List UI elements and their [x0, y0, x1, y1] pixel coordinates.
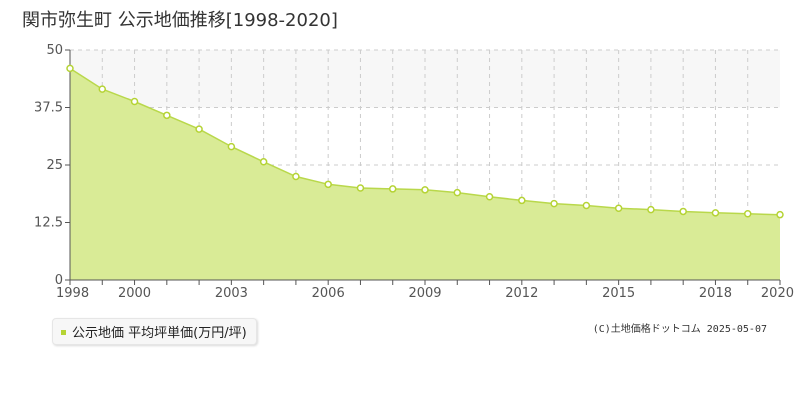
data-point	[292, 172, 300, 181]
data-point	[582, 201, 591, 210]
data-point	[518, 196, 526, 205]
data-point	[66, 64, 74, 73]
x-tick-label: 2003	[215, 286, 248, 301]
data-point	[550, 199, 558, 208]
data-point	[163, 111, 171, 120]
data-point	[130, 97, 139, 106]
x-tick-label: 2015	[602, 286, 635, 301]
x-tick-label: 2020	[761, 286, 794, 301]
data-point	[324, 180, 332, 189]
y-tick-label: 0	[55, 273, 63, 288]
data-point	[647, 205, 655, 214]
data-point	[711, 209, 720, 217]
x-tick-label: 2000	[118, 286, 151, 301]
data-point	[743, 210, 752, 218]
data-point	[485, 192, 494, 201]
x-tick-label: 2018	[699, 286, 732, 301]
data-point	[356, 184, 365, 192]
y-tick-label: 25	[46, 158, 63, 173]
legend: 公示地価 平均坪単価(万円/坪)	[52, 318, 257, 345]
data-point	[614, 204, 623, 212]
series-area	[70, 68, 780, 281]
data-point	[679, 207, 687, 216]
y-tick-label: 12.5	[34, 216, 63, 231]
y-tick-label: 50	[46, 43, 63, 58]
data-point	[259, 158, 268, 166]
x-tick-label: 2006	[312, 286, 345, 301]
legend-swatch-icon	[61, 330, 66, 335]
x-tick-label: 2012	[505, 286, 538, 301]
data-point	[195, 125, 203, 133]
data-point	[98, 85, 107, 93]
chart-title: 関市弥生町 公示地価推移[1998-2020]	[22, 10, 338, 31]
copyright-text: (C)土地価格ドットコム 2025-05-07	[592, 324, 767, 335]
data-point	[227, 142, 236, 151]
data-point	[453, 188, 462, 197]
data-point	[421, 186, 429, 194]
x-tick-label: 1998	[56, 286, 89, 301]
y-tick-label: 37.5	[34, 101, 63, 116]
legend-label: 公示地価 平均坪単価(万円/坪)	[72, 326, 247, 341]
x-tick-label: 2009	[408, 286, 441, 301]
data-point	[388, 185, 397, 193]
data-point	[776, 210, 784, 219]
